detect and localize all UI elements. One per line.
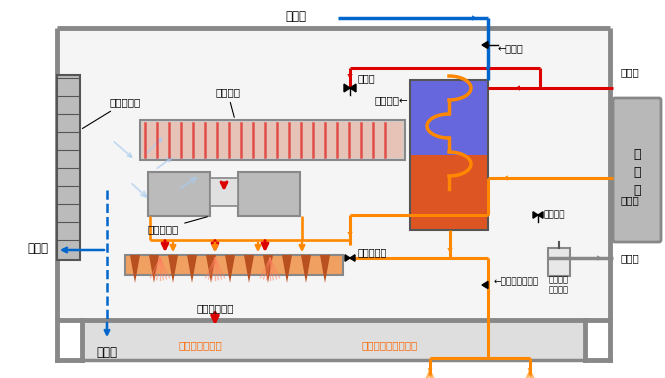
Polygon shape (482, 281, 488, 288)
Polygon shape (263, 255, 273, 283)
Bar (410, 80, 488, 155)
Polygon shape (344, 84, 350, 92)
Polygon shape (168, 255, 178, 283)
Bar (57, 75, 80, 260)
Text: 暖房戻: 暖房戻 (620, 195, 639, 205)
Bar (57, 28, 610, 320)
Text: 給　気: 給 気 (96, 347, 118, 359)
Bar (410, 80, 488, 230)
Polygon shape (538, 212, 543, 218)
Bar (83, 320, 584, 360)
FancyBboxPatch shape (613, 98, 661, 242)
Polygon shape (187, 255, 197, 283)
Text: 温風熱交: 温風熱交 (215, 87, 240, 117)
Bar (238, 172, 300, 216)
Bar (148, 172, 210, 216)
Text: 水比例弁: 水比例弁 (544, 211, 565, 220)
Text: 排　気: 排 気 (27, 242, 49, 254)
Text: 排　水: 排 水 (620, 253, 639, 263)
Polygon shape (350, 255, 355, 261)
Text: マイクロミスト: マイクロミスト (178, 340, 222, 350)
Bar (142, 122, 403, 158)
Text: フロート
スイッチ: フロート スイッチ (549, 275, 569, 295)
Text: ←逆止弁: ←逆止弁 (498, 43, 524, 53)
Polygon shape (225, 255, 235, 283)
Polygon shape (149, 255, 159, 283)
Text: スプラッシュミスト: スプラッシュミスト (362, 340, 418, 350)
Text: 換気ファン: 換気ファン (82, 97, 141, 129)
Polygon shape (206, 255, 216, 283)
Polygon shape (350, 84, 356, 92)
Polygon shape (244, 255, 254, 283)
Text: 暖房往: 暖房往 (620, 67, 639, 77)
Bar (140, 120, 405, 160)
Bar (548, 248, 570, 276)
Bar (410, 155, 488, 230)
Bar (125, 255, 343, 275)
Text: 熱動弁: 熱動弁 (358, 73, 376, 83)
Text: ←スプラッシュ弁: ←スプラッシュ弁 (494, 277, 539, 287)
Polygon shape (130, 255, 140, 283)
Polygon shape (482, 42, 488, 49)
Text: 温風吹き出し: 温風吹き出し (196, 303, 234, 313)
Text: 給　水: 給 水 (285, 11, 306, 23)
Bar (210, 178, 238, 206)
Text: 熱
源
機: 熱 源 機 (633, 147, 641, 197)
Polygon shape (320, 255, 330, 283)
Polygon shape (282, 255, 292, 283)
Polygon shape (345, 255, 350, 261)
Text: 循環ファン: 循環ファン (148, 217, 207, 234)
Text: マイクロ弁: マイクロ弁 (358, 247, 388, 257)
Polygon shape (301, 255, 311, 283)
Text: 液液熱交←: 液液熱交← (374, 95, 408, 105)
Polygon shape (533, 212, 538, 218)
